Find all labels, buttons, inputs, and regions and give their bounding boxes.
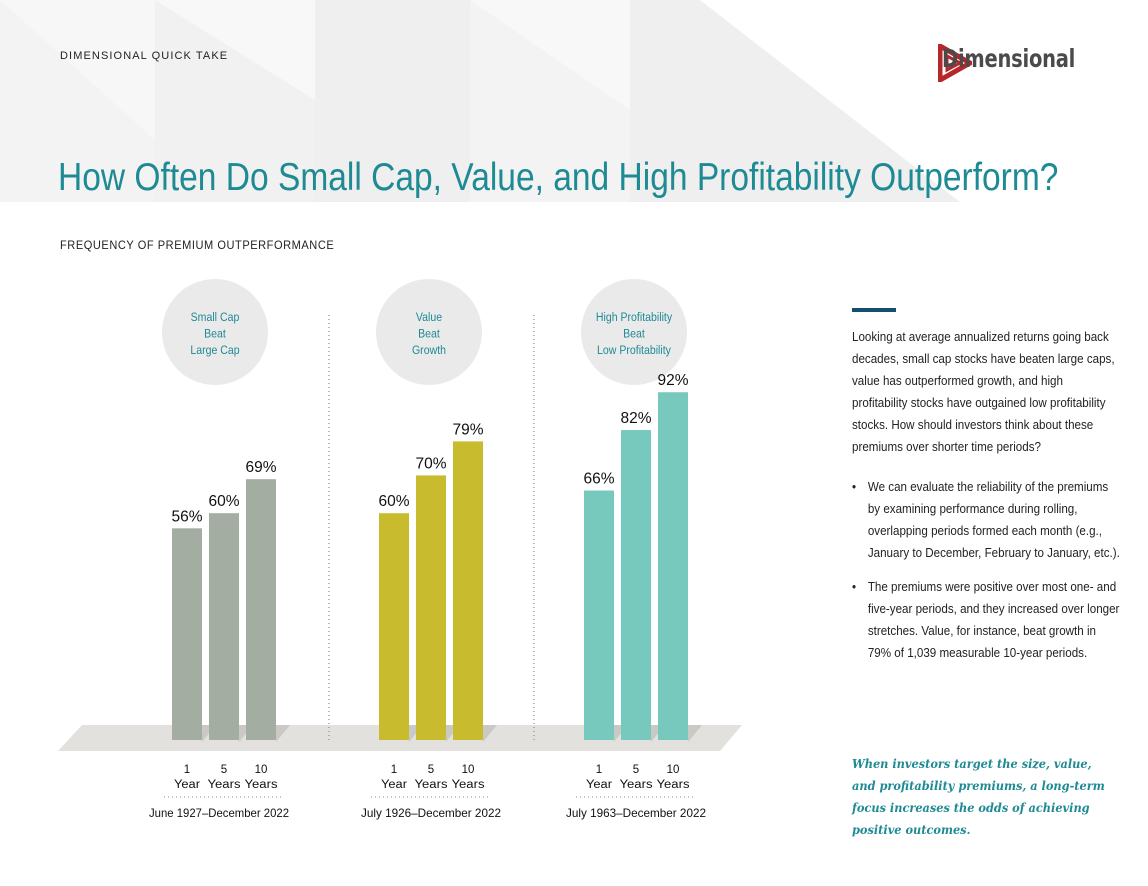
period-label: July 1926–December 2022 [361,806,501,820]
dimensional-logo: Dimensional [938,44,1113,82]
group-label-line: Beat [204,328,227,341]
bar [246,479,276,740]
bar-value-label: 60% [378,493,409,510]
bar-value-label: 56% [171,508,202,525]
bar-value-label: 60% [208,493,239,510]
bar-value-label: 79% [452,421,483,438]
x-tick-number: 5 [428,764,434,776]
bar-shadow [276,725,290,742]
group-label-circle [376,279,482,385]
x-tick-number: 1 [596,764,602,776]
dimensional-logo-icon [938,44,972,82]
period-label: June 1927–December 2022 [149,806,289,820]
x-tick-number: 1 [184,764,190,776]
bar [453,441,483,740]
bar-shadow [483,725,497,742]
bar-value-label: 70% [415,455,446,472]
bar [658,392,688,740]
bullet-text: The premiums were positive over most one… [867,579,1120,660]
logo-wordmark: Dimensional [942,44,1076,73]
bullet-list: • We can evaluate the reliability of the … [852,476,1120,664]
group-label-line: Beat [418,328,441,341]
x-tick-number: 10 [255,764,268,776]
group-label-circle [581,279,687,385]
kicker-label: DIMENSIONAL QUICK TAKE [60,50,229,62]
x-tick-unit: Years [657,779,690,791]
bar-value-label: 82% [620,410,651,427]
x-tick-unit: Year [174,779,200,791]
header-banner: DIMENSIONAL QUICK TAKE Dimensional How O… [0,0,1148,202]
bar-value-label: 92% [657,372,688,389]
bullet-icon: • [852,579,857,594]
bar [584,490,614,740]
x-tick-unit: Years [452,779,485,791]
x-tick-number: 10 [462,764,475,776]
group-label-line: Large Cap [190,344,239,357]
x-tick-number: 5 [633,764,639,776]
x-tick-number: 1 [391,764,397,776]
x-tick-unit: Year [586,779,612,791]
group-label-line: Growth [412,344,446,357]
sidebar-text: Looking at average annualized returns go… [852,308,1122,676]
x-tick-unit: Year [381,779,407,791]
group-label-line: Low Profitability [597,344,671,357]
bullet-item: • The premiums were positive over most on… [852,576,1120,664]
bar [379,513,409,740]
bar [172,528,202,740]
x-tick-unit: Years [415,779,448,791]
outperformance-bar-chart: Small Cap Beat Large Cap 56% 1 Year 60% 5 Years 6… [58,279,742,820]
group-label-line: Value [416,311,442,324]
group-label-line: Beat [623,328,646,341]
accent-rule [852,308,896,312]
bar [209,513,239,740]
x-tick-number: 5 [221,764,227,776]
page-title: How Often Do Small Cap, Value, and High … [58,156,1059,200]
intro-paragraph: Looking at average annualized returns go… [852,329,1115,454]
bar-shadow [688,725,702,742]
bar-value-label: 66% [583,471,614,488]
group-label-line: High Profitability [596,311,673,324]
bar [416,475,446,740]
chart-heading: FREQUENCY OF PREMIUM OUTPERFORMANCE [60,238,335,252]
x-tick-unit: Years [620,779,653,791]
bullet-icon: • [852,479,857,494]
header-background-pattern [0,0,1148,202]
period-label: July 1963–December 2022 [566,806,706,820]
pull-quote: When investors target the size, value, a… [852,757,1105,837]
bullet-item: • We can evaluate the reliability of the … [852,476,1120,564]
x-tick-unit: Years [208,779,241,791]
group-label-circle [162,279,268,385]
x-tick-number: 10 [667,764,680,776]
x-tick-unit: Years [245,779,278,791]
bar [621,430,651,740]
bullet-text: We can evaluate the reliability of the p… [867,479,1120,560]
bar-value-label: 69% [245,459,276,476]
group-label-line: Small Cap [191,311,240,324]
